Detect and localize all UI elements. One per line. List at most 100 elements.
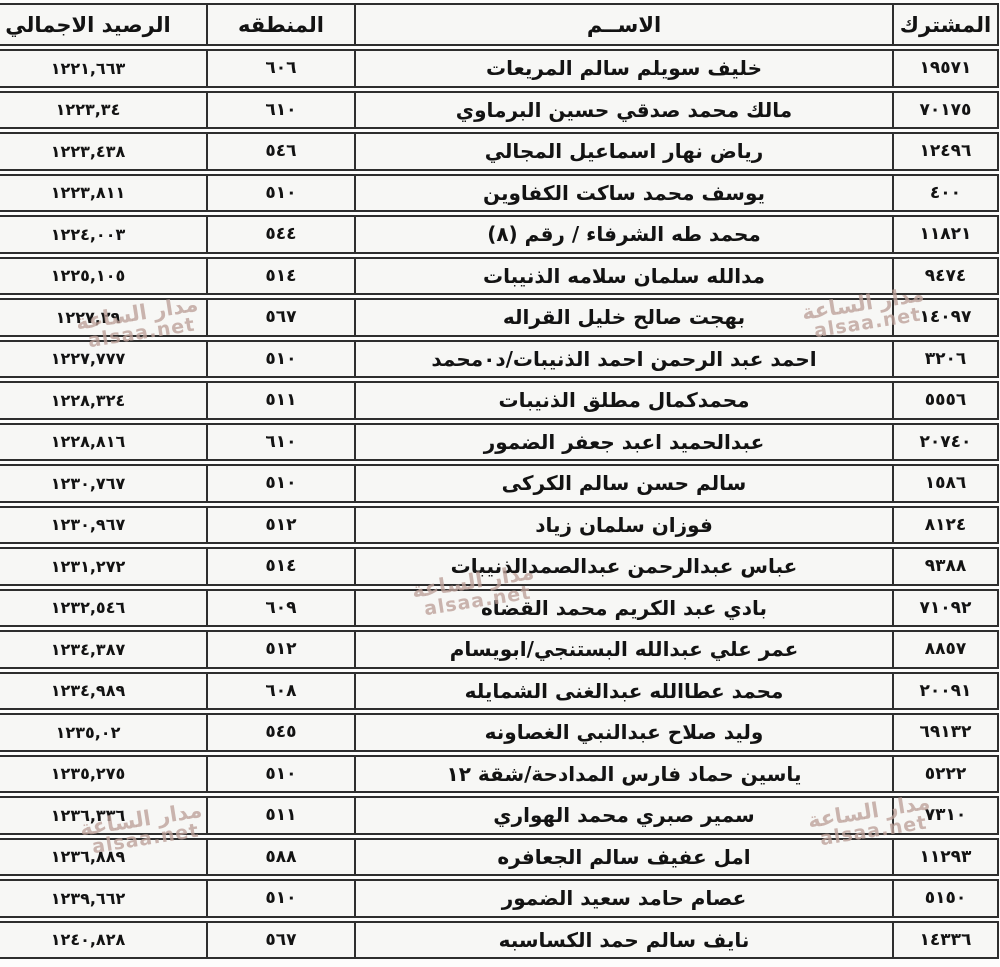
region-cell: ٥١٤ — [206, 256, 354, 295]
balance-cell: ١٢٢٣,٣٤ — [0, 90, 206, 129]
subscriber-cell: ٧٣١٠ — [892, 796, 999, 835]
balance-cell: ١٢٢٥,١٠٥ — [0, 256, 206, 295]
region-cell: ٥٨٨ — [206, 837, 354, 876]
name-cell: وليد صلاح عبدالنبي الغصاونه — [354, 713, 892, 752]
balance-cell: ١٢٢٨,٨١٦ — [0, 422, 206, 461]
region-cell: ٥١٢ — [206, 505, 354, 544]
table-row: ١٩٥٧١ خليف سويلم سالم المريعات ٦٠٦ ١٢٢١,٦٦٣ — [0, 49, 999, 88]
region-cell: ٥٤٥ — [206, 713, 354, 752]
region-cell: ٥١١ — [206, 796, 354, 835]
region-cell: ٥١٤ — [206, 547, 354, 586]
subscriber-cell: ٧١٠٩٢ — [892, 588, 999, 627]
table-row: ٣٢٠٦ احمد عبد الرحمن احمد الذنيبات/د٠محمد… — [0, 339, 999, 378]
balance-cell: ١٢٣٠,٩٦٧ — [0, 505, 206, 544]
table-row: ٧٠١٧٥ مالك محمد صدقي حسين البرماوي ٦١٠ ١٢٢٣… — [0, 90, 999, 129]
table-row: ٨٨٥٧ عمر علي عبدالله البستنجي/ابويسام ٥١٢ ١… — [0, 630, 999, 669]
table-row: ٢٠٠٩١ محمد عطاالله عبدالغنى الشمايله ٦٠٨ ١٢… — [0, 671, 999, 710]
table-row: ٨١٢٤ فوزان سلمان زياد ٥١٢ ١٢٣٠,٩٦٧ — [0, 505, 999, 544]
subscriber-cell: ٥١٥٠ — [892, 879, 999, 918]
name-cell: ياسين حماد فارس المدادحة/شقة ١٢ — [354, 754, 892, 793]
table-row: ١١٢٩٣ امل عفيف سالم الجعافره ٥٨٨ ١٢٣٦,٨٨٩ — [0, 837, 999, 876]
table-body: ١٩٥٧١ خليف سويلم سالم المريعات ٦٠٦ ١٢٢١,٦٦٣… — [0, 49, 999, 959]
header-subscriber: المشترك — [892, 3, 999, 46]
balance-cell: ١٢٣٦,٨٨٩ — [0, 837, 206, 876]
table-row: ١٤٠٩٧ بهجت صالح خليل القراله ٥٦٧ ١٢٢٧,٢٩ — [0, 298, 999, 337]
name-cell: خليف سويلم سالم المريعات — [354, 49, 892, 88]
region-cell: ٥١٠ — [206, 173, 354, 212]
name-cell: بادي عبد الكريم محمد القضاه — [354, 588, 892, 627]
region-cell: ٥٤٤ — [206, 215, 354, 254]
table-row: ١٢٤٩٦ رياض نهار اسماعيل المجالي ٥٤٦ ١٢٢٣,٤٣… — [0, 132, 999, 171]
balance-cell: ١٢٢٣,٨١١ — [0, 173, 206, 212]
subscriber-cell: ٦٩١٣٢ — [892, 713, 999, 752]
balance-cell: ١٢٣٥,٠٢ — [0, 713, 206, 752]
name-cell: محمدكمال مطلق الذنيبات — [354, 381, 892, 420]
table-row: ١٥٨٦ سالم حسن سالم الكركى ٥١٠ ١٢٣٠,٧٦٧ — [0, 464, 999, 503]
subscriber-cell: ٢٠٧٤٠ — [892, 422, 999, 461]
table-row: ٩٣٨٨ عباس عبدالرحمن عبدالصمدالذنيبات ٥١٤ ١٢… — [0, 547, 999, 586]
region-cell: ٥١٠ — [206, 339, 354, 378]
header-row: المشترك الاســم المنطقه الرصيد الاجمالي — [0, 3, 999, 46]
header-balance: الرصيد الاجمالي — [0, 3, 206, 46]
subscriber-cell: ٩٣٨٨ — [892, 547, 999, 586]
subscriber-cell: ٩٤٧٤ — [892, 256, 999, 295]
subscriber-cell: ١٤٣٣٦ — [892, 920, 999, 959]
table-row: ٥٥٥٦ محمدكمال مطلق الذنيبات ٥١١ ١٢٢٨,٣٢٤ — [0, 381, 999, 420]
balance-cell: ١٢٢٧,٢٩ — [0, 298, 206, 337]
name-cell: محمد طه الشرفاء / رقم (٨) — [354, 215, 892, 254]
name-cell: امل عفيف سالم الجعافره — [354, 837, 892, 876]
name-cell: عباس عبدالرحمن عبدالصمدالذنيبات — [354, 547, 892, 586]
table-row: ١١٨٢١ محمد طه الشرفاء / رقم (٨) ٥٤٤ ١٢٢٤,٠٠… — [0, 215, 999, 254]
balance-cell: ١٢٣٥,٢٧٥ — [0, 754, 206, 793]
name-cell: يوسف محمد ساكت الكفاوين — [354, 173, 892, 212]
name-cell: عبدالحميد اعبد جعفر الضمور — [354, 422, 892, 461]
table-row: ٥١٥٠ عصام حامد سعيد الضمور ٥١٠ ١٢٣٩,٦٦٢ — [0, 879, 999, 918]
name-cell: رياض نهار اسماعيل المجالي — [354, 132, 892, 171]
subscriber-cell: ١٢٤٩٦ — [892, 132, 999, 171]
name-cell: مدالله سلمان سلامه الذنيبات — [354, 256, 892, 295]
name-cell: محمد عطاالله عبدالغنى الشمايله — [354, 671, 892, 710]
table-row: ١٤٣٣٦ نايف سالم حمد الكساسبه ٥٦٧ ١٢٤٠,٨٢٨ — [0, 920, 999, 959]
name-cell: عصام حامد سعيد الضمور — [354, 879, 892, 918]
region-cell: ٥١٠ — [206, 464, 354, 503]
balance-cell: ١٢٣٤,٣٨٧ — [0, 630, 206, 669]
balance-cell: ١٢٣٤,٩٨٩ — [0, 671, 206, 710]
name-cell: سمير صبري محمد الهواري — [354, 796, 892, 835]
region-cell: ٦٠٩ — [206, 588, 354, 627]
table-header: المشترك الاســم المنطقه الرصيد الاجمالي — [0, 3, 999, 46]
balance-cell: ١٢٢٧,٧٧٧ — [0, 339, 206, 378]
balance-cell: ١٢٣٢,٥٤٦ — [0, 588, 206, 627]
name-cell: عمر علي عبدالله البستنجي/ابويسام — [354, 630, 892, 669]
header-name: الاســم — [354, 3, 892, 46]
name-cell: مالك محمد صدقي حسين البرماوي — [354, 90, 892, 129]
balance-cell: ١٢٢١,٦٦٣ — [0, 49, 206, 88]
balance-cell: ١٢٤٠,٨٢٨ — [0, 920, 206, 959]
balance-cell: ١٢٣٩,٦٦٢ — [0, 879, 206, 918]
region-cell: ٥١٠ — [206, 754, 354, 793]
subscriber-cell: ١٤٠٩٧ — [892, 298, 999, 337]
name-cell: بهجت صالح خليل القراله — [354, 298, 892, 337]
region-cell: ٥٦٧ — [206, 920, 354, 959]
region-cell: ٦١٠ — [206, 422, 354, 461]
region-cell: ٥١٠ — [206, 879, 354, 918]
subscriber-cell: ١١٢٩٣ — [892, 837, 999, 876]
subscriber-cell: ٢٠٠٩١ — [892, 671, 999, 710]
subscriber-cell: ٥٢٢٢ — [892, 754, 999, 793]
table-row: ٦٩١٣٢ وليد صلاح عبدالنبي الغصاونه ٥٤٥ ١٢٣٥,… — [0, 713, 999, 752]
region-cell: ٦٠٦ — [206, 49, 354, 88]
table-row: ٩٤٧٤ مدالله سلمان سلامه الذنيبات ٥١٤ ١٢٢٥,١… — [0, 256, 999, 295]
balance-cell: ١٢٣٠,٧٦٧ — [0, 464, 206, 503]
subscriber-cell: ٤٠٠ — [892, 173, 999, 212]
header-region: المنطقه — [206, 3, 354, 46]
region-cell: ٥٦٧ — [206, 298, 354, 337]
table-row: ٧٣١٠ سمير صبري محمد الهواري ٥١١ ١٢٣٦,٣٣٦ — [0, 796, 999, 835]
balance-cell: ١٢٢٣,٤٣٨ — [0, 132, 206, 171]
name-cell: نايف سالم حمد الكساسبه — [354, 920, 892, 959]
balance-cell: ١٢٣٦,٣٣٦ — [0, 796, 206, 835]
table-row: ٤٠٠ يوسف محمد ساكت الكفاوين ٥١٠ ١٢٢٣,٨١١ — [0, 173, 999, 212]
balance-cell: ١٢٢٤,٠٠٣ — [0, 215, 206, 254]
subscriber-cell: ١٥٨٦ — [892, 464, 999, 503]
region-cell: ٦٠٨ — [206, 671, 354, 710]
subscriber-cell: ١٩٥٧١ — [892, 49, 999, 88]
